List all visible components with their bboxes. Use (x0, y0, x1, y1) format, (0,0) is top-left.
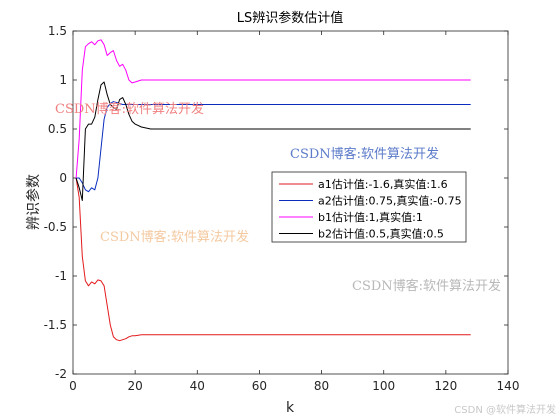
series-group (75, 39, 471, 342)
tick-group: 0 20 40 60 80 100 120 140 -2 -1.5 -1 -0.5 0 0.5 1 1.5 (44, 24, 520, 393)
x-tick-label: 60 (252, 379, 267, 393)
series-line-4 (75, 81, 471, 201)
watermark-layer: CSDN博客:软件算法开发 CSDN博客:软件算法开发 CSDN博客:软件算法开… (55, 101, 556, 416)
x-tick-label: 100 (372, 379, 395, 393)
x-tick-label: 20 (128, 379, 143, 393)
watermark-2: CSDN博客:软件算法开发 (290, 146, 439, 162)
y-tick-label: 1.5 (48, 24, 67, 38)
series-line-1 (75, 177, 471, 342)
legend-label-4: b2估计值:0.5,真实值:0.5 (318, 227, 444, 241)
series-line-2 (76, 101, 471, 193)
y-tick-label: -2 (55, 367, 67, 381)
legend: a1估计值:-1.6,真实值:1.6 a2估计值:0.75,真实值:-0.75 b1… (271, 171, 467, 243)
x-tick-label: 80 (314, 379, 329, 393)
watermark-4: CSDN博客:软件算法开发 (352, 278, 501, 294)
x-tick-label: 40 (190, 379, 205, 393)
legend-label-1: a1估计值:-1.6,真实值:1.6 (318, 177, 448, 191)
x-axis-label: k (286, 400, 295, 416)
y-tick-label: -1.5 (44, 318, 67, 332)
chart-title: LS辨识参数估计值 (237, 10, 344, 26)
legend-label-3: b1估计值:1,真实值:1 (318, 210, 423, 224)
series-line-3 (75, 39, 471, 179)
x-tick-label: 0 (69, 379, 77, 393)
y-axis-label: 辨识参数 (25, 174, 42, 230)
y-tick-label: -1 (55, 269, 67, 283)
watermark-3: CSDN博客:软件算法开发 (100, 229, 249, 245)
y-tick-label: 0 (59, 171, 67, 185)
x-tick-label: 120 (434, 379, 457, 393)
legend-label-2: a2估计值:0.75,真实值:-0.75 (318, 194, 462, 208)
y-tick-label: 1 (59, 73, 67, 87)
y-tick-label: 0.5 (48, 122, 67, 136)
plot-frame (72, 30, 509, 375)
y-tick-label: -0.5 (44, 220, 67, 234)
x-tick-label: 140 (497, 379, 520, 393)
watermark-footer: CSDN @软件算法开发 (454, 403, 556, 416)
watermark-1: CSDN博客:软件算法开发 (55, 101, 204, 117)
